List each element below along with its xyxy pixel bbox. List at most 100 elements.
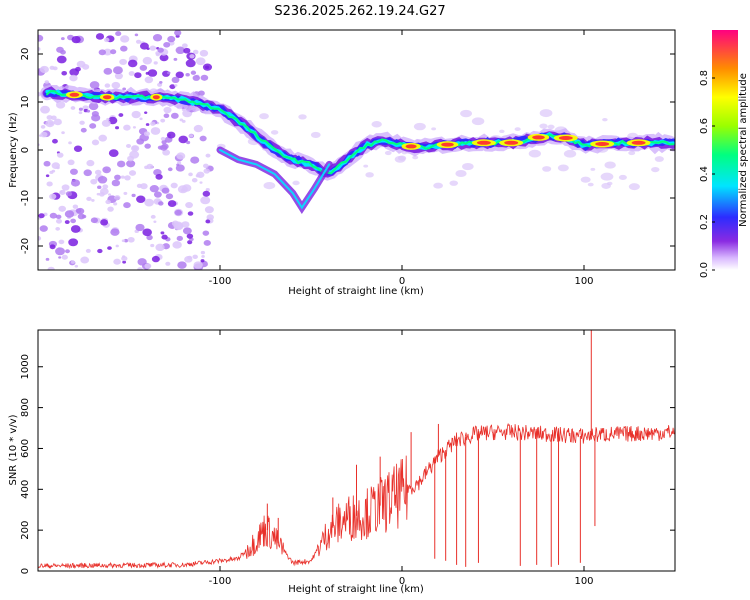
noise-speck (55, 214, 62, 220)
noise-speck (203, 163, 209, 169)
noise-speck (186, 140, 191, 145)
noise-speck (91, 139, 100, 146)
noise-speck (128, 59, 138, 68)
noise-speck (49, 65, 55, 70)
noise-speck (157, 47, 164, 53)
noise-speck (200, 250, 206, 255)
noise-speck (397, 155, 407, 161)
noise-speck (128, 170, 137, 176)
noise-speck (628, 183, 640, 191)
noise-speck (70, 179, 81, 187)
noise-speck (61, 71, 68, 76)
noise-speck (97, 248, 103, 254)
noise-speck (113, 202, 118, 206)
noise-speck (152, 34, 163, 42)
noise-speck (181, 108, 185, 112)
noise-speck (270, 130, 279, 135)
noise-speck (310, 131, 321, 138)
noise-speck (190, 156, 200, 164)
noise-speck (175, 71, 184, 79)
noise-speck (199, 181, 203, 184)
noise-speck (173, 221, 184, 230)
noise-speck (38, 47, 41, 52)
noise-speck (126, 143, 132, 148)
noise-speck (176, 163, 180, 167)
noise-speck (153, 191, 162, 198)
noise-speck (193, 261, 203, 269)
noise-speck (176, 235, 183, 242)
noise-speck (187, 255, 193, 260)
noise-speck (121, 239, 126, 243)
noise-speck (200, 74, 209, 81)
noise-speck (107, 206, 114, 212)
noise-speck (455, 169, 467, 178)
noise-speck (259, 113, 269, 120)
noise-speck (179, 118, 184, 122)
noise-speck (131, 110, 141, 119)
noise-speck (139, 117, 143, 121)
noise-speck (200, 196, 211, 205)
noise-speck (48, 121, 54, 126)
noise-speck (40, 131, 48, 138)
noise-speck (431, 127, 437, 131)
noise-speck (134, 72, 142, 79)
x-tick-label: -100 (209, 576, 232, 587)
noise-speck (192, 49, 199, 55)
ridge-hotspot-core (476, 140, 491, 145)
y-tick-label: -10 (20, 190, 31, 206)
noise-speck (189, 134, 194, 138)
noise-speck (44, 80, 50, 84)
noise-speck (70, 218, 77, 224)
noise-speck (166, 131, 176, 139)
colorbar-ticks: 0.0 0.2 0.4 0.6 0.8 (699, 70, 715, 278)
noise-speck (528, 149, 541, 158)
noise-speck (143, 131, 150, 137)
noise-speck (185, 201, 193, 209)
noise-speck (89, 81, 100, 89)
noise-speck (146, 234, 153, 241)
noise-speck (90, 217, 98, 224)
noise-speck (192, 74, 201, 81)
noise-speck (51, 169, 56, 173)
noise-speck (61, 184, 70, 191)
y-tick-label: 800 (20, 398, 31, 417)
noise-speck (171, 76, 180, 84)
noise-speck (187, 211, 194, 216)
noise-speck (45, 174, 50, 178)
noise-speck (175, 46, 185, 55)
noise-speck (606, 181, 613, 186)
noise-speck (46, 115, 53, 120)
spectrogram-ylabel: Frequency (Hz) (8, 112, 19, 188)
noise-speck (110, 228, 120, 236)
noise-speck (130, 145, 140, 152)
noise-speck (590, 167, 596, 171)
noise-speck (58, 239, 65, 245)
noise-speck (203, 240, 211, 246)
noise-speck (161, 187, 170, 194)
noise-speck (580, 176, 591, 183)
noise-speck (144, 263, 152, 269)
noise-speck (128, 71, 135, 76)
colorbar-tick-label: 0.4 (699, 166, 710, 182)
noise-speck (174, 84, 178, 87)
noise-speck (78, 111, 83, 115)
noise-speck (167, 35, 176, 43)
noise-speck (203, 168, 210, 174)
ridge-hotspot-core (631, 140, 646, 145)
noise-speck (115, 244, 119, 248)
noise-speck (204, 206, 214, 214)
noise-speck (185, 59, 196, 68)
noise-speck (161, 234, 168, 240)
noise-speck (107, 193, 111, 196)
noise-speck (363, 164, 369, 168)
colorbar-tick-label: 0.2 (699, 214, 710, 230)
noise-speck (176, 152, 186, 160)
noise-speck (56, 166, 60, 170)
noise-speck (142, 56, 153, 65)
noise-speck (102, 166, 111, 174)
noise-speck (58, 256, 62, 259)
spectrogram-ridge (40, 85, 675, 215)
noise-speck (136, 138, 145, 145)
noise-speck (104, 83, 111, 88)
